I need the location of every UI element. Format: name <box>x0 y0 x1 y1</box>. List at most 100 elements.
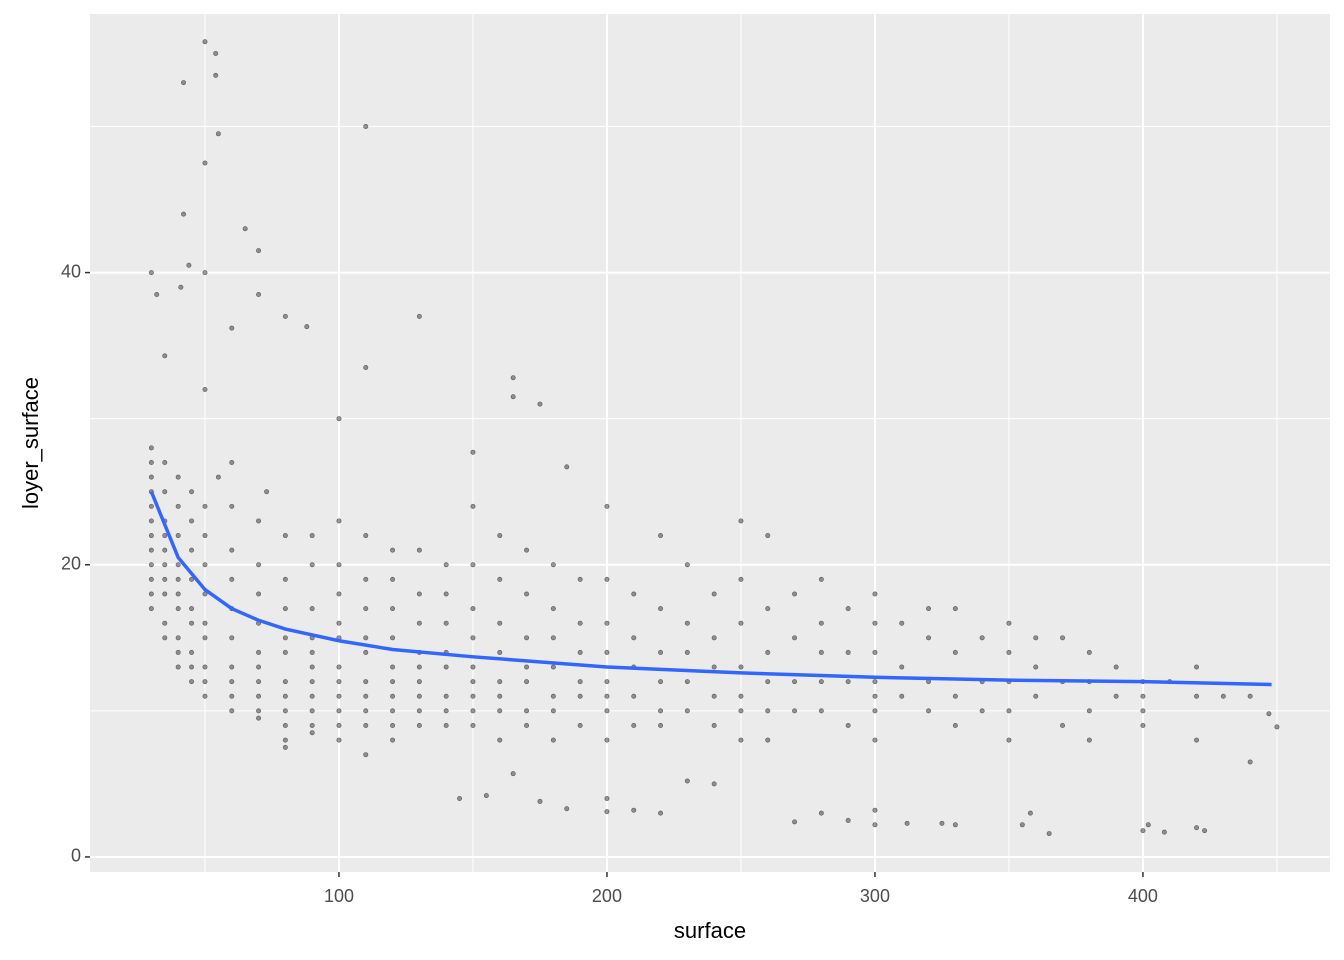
point <box>229 576 235 582</box>
point <box>256 715 262 721</box>
point <box>1140 693 1146 699</box>
point <box>213 50 219 56</box>
point <box>684 649 690 655</box>
point <box>336 518 342 524</box>
point <box>148 445 154 451</box>
point <box>497 693 503 699</box>
point <box>872 708 878 714</box>
point <box>537 798 543 804</box>
point <box>899 620 905 626</box>
point <box>336 708 342 714</box>
point <box>1046 831 1052 837</box>
point <box>202 533 208 539</box>
point <box>416 708 422 714</box>
panel <box>90 14 1330 872</box>
point <box>845 649 851 655</box>
point <box>256 708 262 714</box>
point <box>684 679 690 685</box>
point <box>952 606 958 612</box>
point <box>282 708 288 714</box>
point <box>497 576 503 582</box>
point <box>175 503 181 509</box>
point <box>1194 825 1200 831</box>
point <box>904 820 910 826</box>
point <box>1027 810 1033 816</box>
point <box>979 708 985 714</box>
point <box>189 649 195 655</box>
x-axis-title: surface <box>674 918 746 943</box>
point <box>175 649 181 655</box>
point <box>202 39 208 45</box>
point <box>443 693 449 699</box>
point <box>416 620 422 626</box>
point <box>631 635 637 641</box>
point <box>363 576 369 582</box>
point <box>189 576 195 582</box>
point <box>765 708 771 714</box>
point <box>416 722 422 728</box>
point <box>524 679 530 685</box>
point <box>264 489 270 495</box>
point <box>1161 829 1167 835</box>
point <box>497 533 503 539</box>
point <box>711 722 717 728</box>
point <box>390 693 396 699</box>
point <box>148 503 154 509</box>
point <box>363 365 369 371</box>
point <box>416 313 422 319</box>
point <box>282 693 288 699</box>
point <box>282 576 288 582</box>
point <box>282 533 288 539</box>
point <box>524 664 530 670</box>
point <box>658 679 664 685</box>
point <box>604 620 610 626</box>
point <box>818 576 824 582</box>
point <box>765 533 771 539</box>
point <box>470 708 476 714</box>
point <box>604 649 610 655</box>
point <box>215 474 221 480</box>
point <box>443 722 449 728</box>
point <box>309 533 315 539</box>
point <box>390 576 396 582</box>
point <box>952 693 958 699</box>
point <box>202 620 208 626</box>
point <box>148 474 154 480</box>
point <box>309 730 315 736</box>
point <box>390 664 396 670</box>
point <box>363 606 369 612</box>
point <box>175 664 181 670</box>
point <box>175 635 181 641</box>
point <box>1220 693 1226 699</box>
point <box>215 131 221 137</box>
point <box>416 591 422 597</box>
point <box>336 722 342 728</box>
point <box>282 649 288 655</box>
point <box>309 664 315 670</box>
point <box>336 737 342 743</box>
x-tick-label: 300 <box>860 886 890 906</box>
point <box>162 635 168 641</box>
point <box>363 752 369 758</box>
point <box>304 324 310 330</box>
point <box>711 664 717 670</box>
point <box>792 819 798 825</box>
point <box>213 72 219 78</box>
point <box>818 649 824 655</box>
point <box>202 693 208 699</box>
point <box>175 562 181 568</box>
point <box>1140 828 1146 834</box>
x-tick-label: 200 <box>592 886 622 906</box>
point <box>577 620 583 626</box>
point <box>470 722 476 728</box>
point <box>336 416 342 422</box>
point <box>336 679 342 685</box>
point <box>443 664 449 670</box>
point <box>470 635 476 641</box>
point <box>282 606 288 612</box>
point <box>309 679 315 685</box>
point <box>577 576 583 582</box>
point <box>550 693 556 699</box>
point <box>1086 708 1092 714</box>
